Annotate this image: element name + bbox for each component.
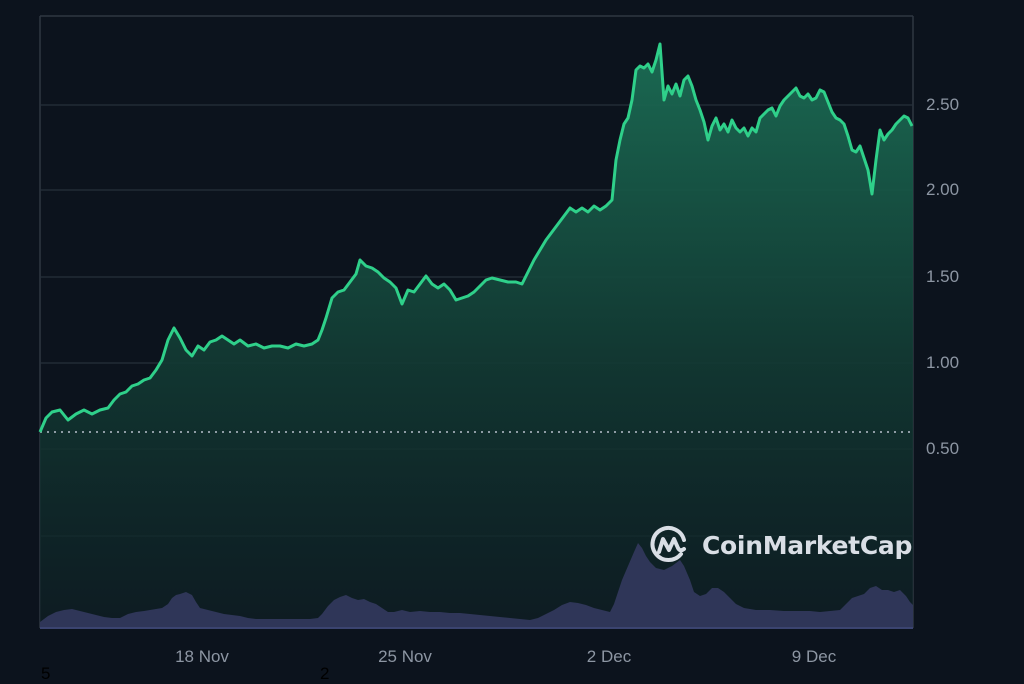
y-tick-label: 2.50 (926, 95, 960, 114)
y-tick-label: 1.00 (926, 353, 960, 372)
coinmarketcap-watermark: CoinMarketCap (648, 524, 912, 566)
price-line (38, 42, 914, 433)
stray-text: 5 (41, 664, 51, 683)
y-tick-label: 2.00 (926, 180, 960, 199)
price-area-fill (40, 44, 913, 628)
x-tick-label: 9 Dec (791, 647, 837, 666)
x-tick-label: 25 Nov (378, 647, 432, 666)
x-tick-label: 18 Nov (175, 647, 229, 666)
stray-text: 2 (320, 664, 330, 683)
y-tick-label: 0.50 (926, 439, 960, 458)
volume-area (40, 543, 913, 628)
watermark-text: CoinMarketCap (702, 530, 913, 560)
coinmarketcap-logo-icon (650, 526, 686, 562)
y-tick-label: 1.50 (926, 267, 960, 286)
x-tick-label: 2 Dec (586, 647, 632, 666)
